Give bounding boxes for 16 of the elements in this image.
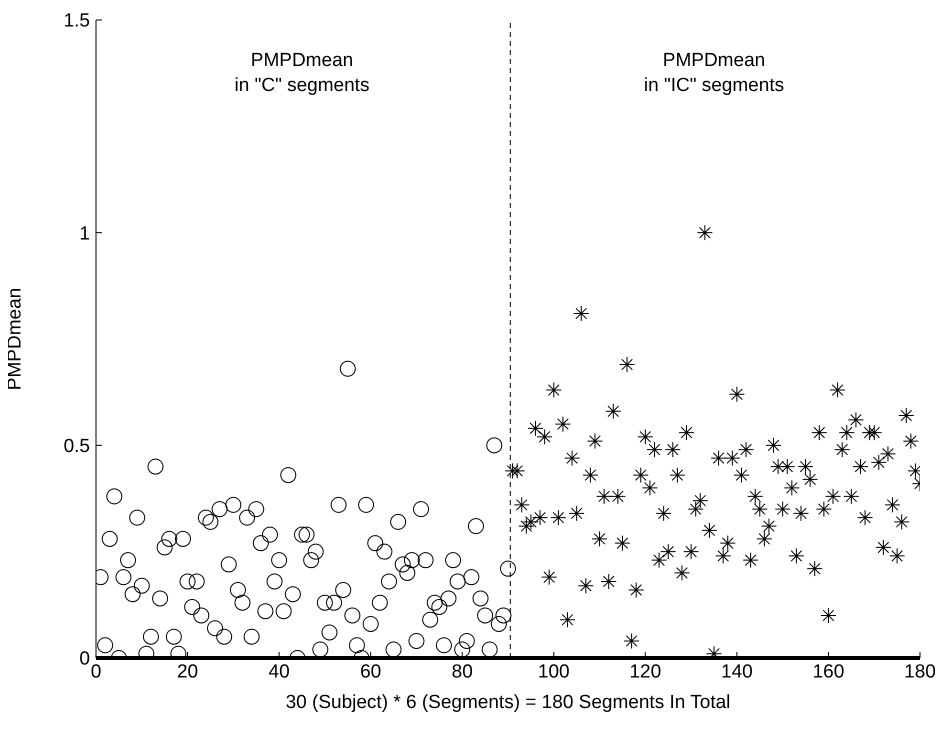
annotation: PMPDmean in "C" segments [234, 49, 370, 98]
x-tick-label: 20 [176, 661, 198, 682]
y-tick-label: 1 [79, 223, 90, 244]
x-tick-label: 140 [721, 661, 753, 682]
y-axis-title: PMPDmean [4, 288, 26, 390]
y-tick-label: 0.5 [64, 436, 90, 458]
x-axis-title: 30 (Subject) * 6 (Segments) = 180 Segments In Total [286, 692, 730, 713]
annotation: PMPDmean in "IC" segments [642, 49, 786, 98]
x-tick-label: 80 [452, 661, 473, 682]
x-tick-label: 120 [629, 661, 662, 682]
x-tick-label: 40 [268, 661, 290, 682]
x-tick-label: 60 [360, 661, 382, 682]
x-tick-label: 180 [904, 661, 936, 682]
x-tick-label: 160 [812, 661, 844, 682]
x-tick-label: 100 [538, 661, 570, 682]
y-tick-label: 1.5 [64, 10, 90, 32]
